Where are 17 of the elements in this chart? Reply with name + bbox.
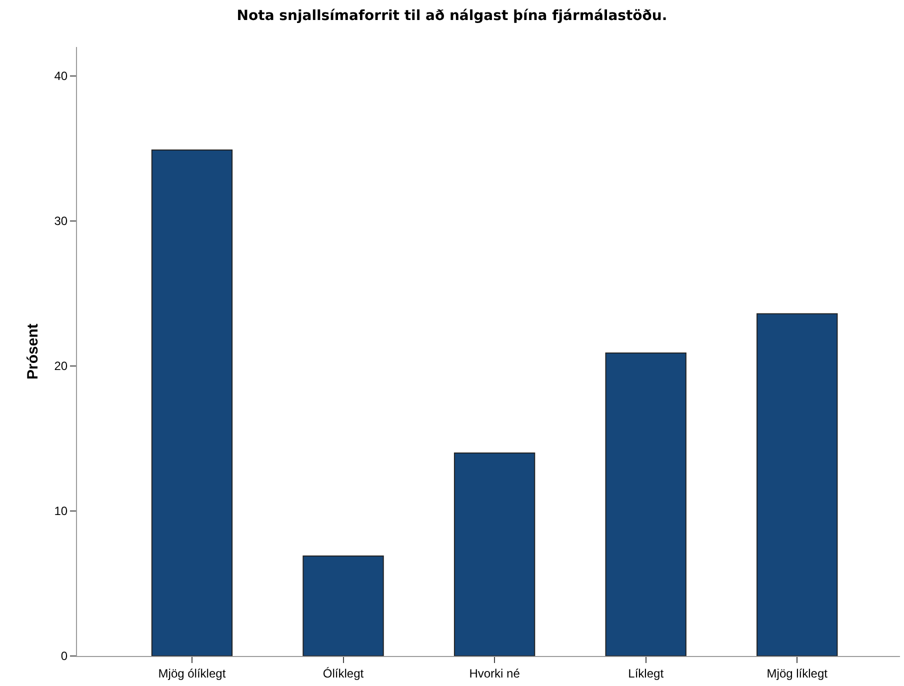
x-tick-label: Ólíklegt [322,666,364,680]
x-tick-label: Hvorki né [469,666,520,680]
chart-title: Nota snjallsímaforrit til að nálgast þína fjármálastöðu. [236,8,668,24]
y-axis-title: Prósent [24,324,42,380]
x-tick-label: Líklegt [628,666,664,680]
bar [454,452,536,656]
y-tick-label: 10 [54,504,68,518]
x-tick-label: Mjög ólíklegt [158,666,226,680]
y-tick-label: 30 [54,214,68,228]
y-tick-label: 40 [54,69,68,84]
y-tick-label: 20 [54,359,68,374]
bar [756,313,838,656]
x-tick-label: Mjög líklegt [766,666,828,680]
bar [151,149,233,656]
bar [302,555,384,656]
y-tick-label: 0 [60,649,68,664]
bar [605,352,686,656]
